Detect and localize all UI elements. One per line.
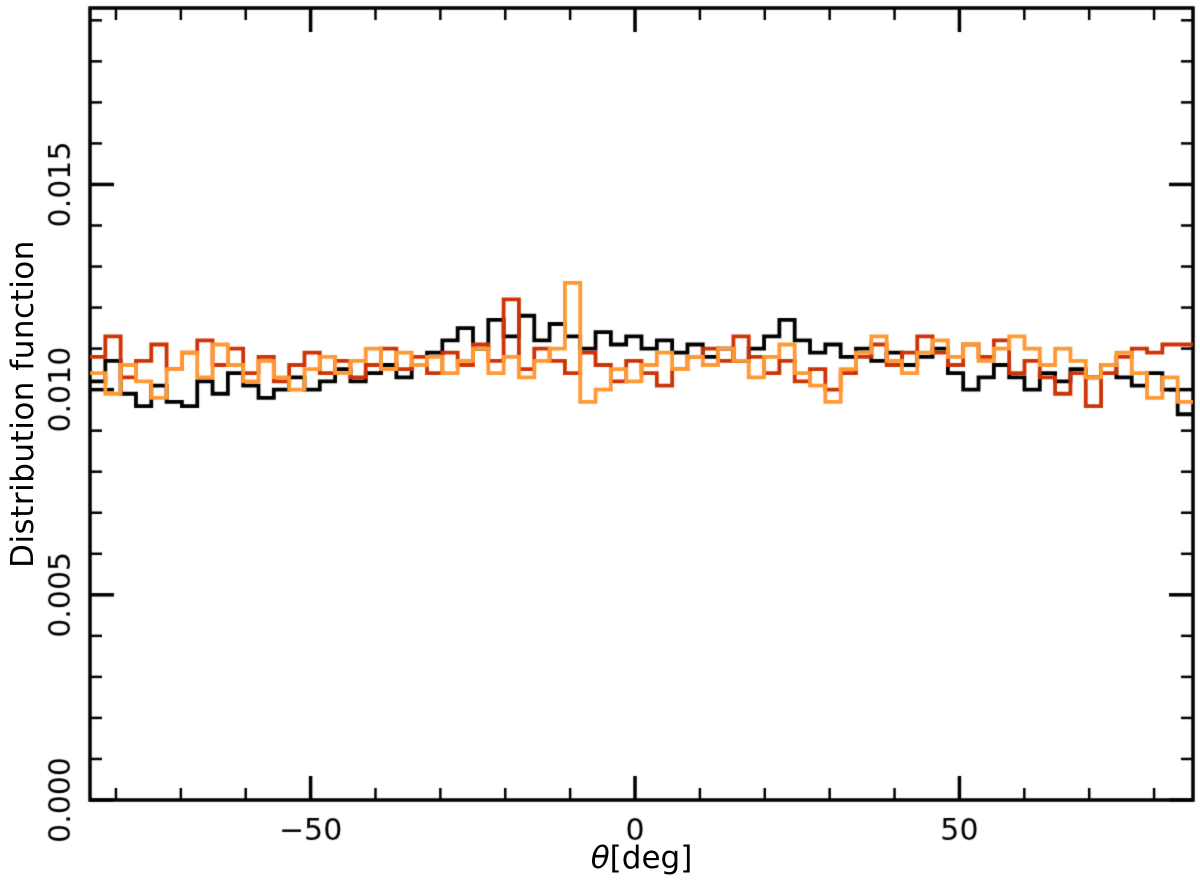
chart-canvas — [0, 0, 1200, 888]
figure: Distribution function θ[deg] — [0, 0, 1200, 888]
